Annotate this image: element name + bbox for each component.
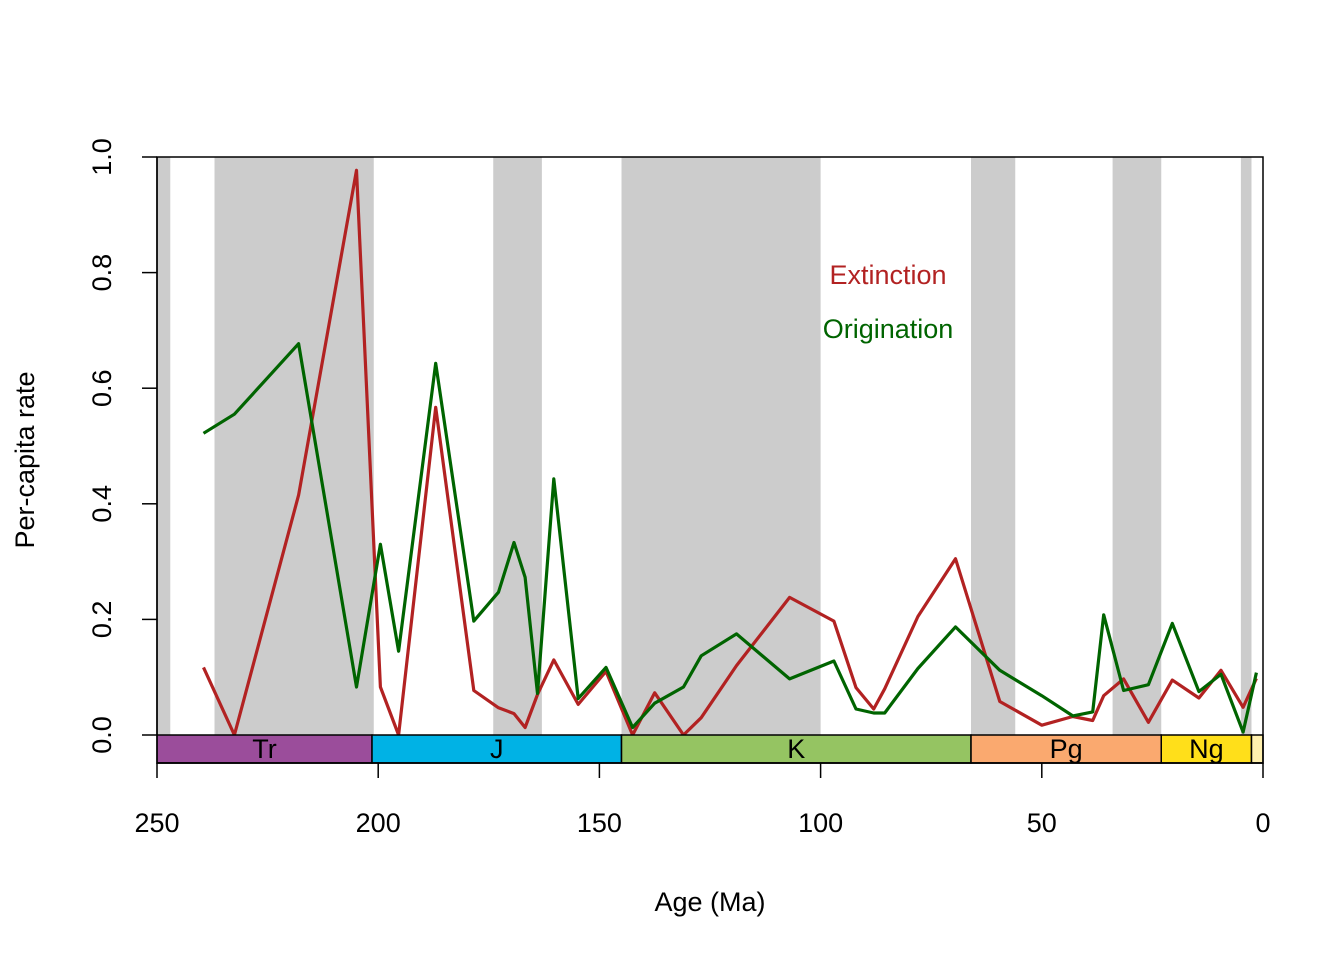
x-tick-label-3: 100 [798, 808, 843, 838]
y-axis-label: Per-capita rate [10, 371, 40, 548]
y-tick-label-3: 0.6 [87, 369, 117, 407]
period-label-j: J [490, 734, 504, 764]
y-axis: 0.0 0.2 0.4 0.6 0.8 1.0 [87, 138, 158, 754]
shaded-band-3 [621, 157, 821, 735]
y-tick-label-0: 0.0 [87, 716, 117, 754]
x-tick-label-0: 250 [134, 808, 179, 838]
period-label-pg: Pg [1050, 734, 1083, 764]
series-line-extinction [202, 168, 1258, 737]
period-label-k: K [787, 734, 805, 764]
x-tick-label-2: 150 [577, 808, 622, 838]
x-axis-label: Age (Ma) [654, 887, 765, 917]
shaded-band-5 [1112, 157, 1162, 735]
x-axis: 250 200 150 100 50 0 [134, 762, 1271, 838]
period-bar: Tr J K Pg Ng [156, 734, 1264, 764]
legend-extinction: Extinction [829, 260, 946, 290]
y-tick-label-1: 0.2 [87, 601, 117, 639]
y-tick-label-2: 0.4 [87, 485, 117, 523]
shaded-band-6 [1240, 157, 1252, 735]
period-box-5 [1250, 734, 1264, 764]
period-label-ng: Ng [1189, 734, 1224, 764]
x-tick-label-5: 0 [1255, 808, 1270, 838]
y-tick-label-4: 0.8 [87, 254, 117, 292]
series-line-origination [202, 342, 1258, 734]
period-label-tr: Tr [252, 734, 276, 764]
shaded-band-4 [971, 157, 1016, 735]
x-tick-label-4: 50 [1027, 808, 1057, 838]
shaded-band-2 [493, 157, 542, 735]
legend-origination: Origination [823, 314, 954, 344]
series-lines [202, 168, 1258, 737]
y-tick-label-5: 1.0 [87, 138, 117, 176]
shaded-band-0 [157, 157, 171, 735]
shaded-interval-bands [157, 157, 1252, 735]
x-tick-label-1: 200 [356, 808, 401, 838]
